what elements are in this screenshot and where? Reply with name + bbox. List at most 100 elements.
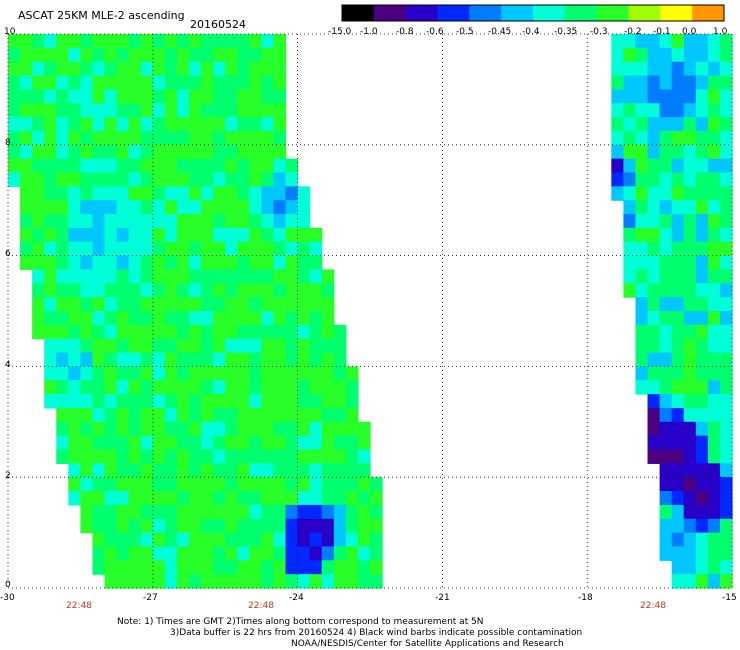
heatmap-cell bbox=[189, 560, 202, 575]
heatmap-cell bbox=[20, 214, 33, 229]
heatmap-cell bbox=[671, 117, 685, 132]
heatmap-cell bbox=[309, 366, 323, 381]
heatmap-cell bbox=[201, 186, 214, 201]
heatmap-cell bbox=[92, 394, 106, 409]
heatmap-cell bbox=[623, 186, 637, 201]
heatmap-cell bbox=[201, 394, 214, 409]
heatmap-cell bbox=[695, 463, 709, 478]
heatmap-cell bbox=[647, 407, 661, 423]
heatmap-cell bbox=[683, 532, 697, 548]
heatmap-cell bbox=[176, 144, 190, 160]
heatmap-cell bbox=[152, 394, 166, 409]
heatmap-cell bbox=[273, 366, 287, 381]
heatmap-cell bbox=[44, 61, 57, 77]
heatmap-cell bbox=[56, 34, 69, 49]
heatmap-cell bbox=[345, 463, 359, 478]
heatmap-cell bbox=[297, 311, 311, 326]
heatmap-cell bbox=[164, 269, 178, 284]
heatmap-cell bbox=[695, 504, 709, 520]
heatmap-cell bbox=[201, 338, 214, 354]
heatmap-cell bbox=[719, 144, 733, 160]
heatmap-cell bbox=[671, 75, 685, 90]
heatmap-cell bbox=[80, 283, 94, 298]
heatmap-cell bbox=[56, 283, 69, 298]
heatmap-cell bbox=[671, 477, 685, 492]
heatmap-cell bbox=[285, 532, 299, 548]
heatmap-cell bbox=[611, 47, 624, 63]
heatmap-cell bbox=[104, 89, 118, 104]
heatmap-cell bbox=[321, 380, 335, 395]
heatmap-cell bbox=[297, 255, 311, 271]
heatmap-cell bbox=[140, 311, 154, 326]
heatmap-cell bbox=[273, 255, 287, 271]
heatmap-cell bbox=[261, 186, 275, 201]
heatmap-cell bbox=[695, 227, 709, 243]
heatmap-cell bbox=[104, 407, 118, 423]
heatmap-cell bbox=[68, 61, 81, 77]
heatmap-cell bbox=[116, 449, 130, 464]
heatmap-cell bbox=[104, 117, 118, 132]
heatmap-cell bbox=[116, 491, 130, 506]
heatmap-cell bbox=[213, 463, 226, 478]
heatmap-cell bbox=[237, 61, 250, 77]
heatmap-cell bbox=[273, 338, 287, 354]
heatmap-cell bbox=[128, 352, 142, 367]
heatmap-cell bbox=[176, 546, 190, 561]
heatmap-cell bbox=[261, 324, 275, 340]
heatmap-cell bbox=[297, 186, 311, 201]
heatmap-cell bbox=[176, 297, 190, 312]
heatmap-cell bbox=[249, 504, 262, 520]
heatmap-cell bbox=[707, 574, 721, 589]
heatmap-cell bbox=[56, 89, 69, 104]
heatmap-cell bbox=[357, 463, 371, 478]
colorbar-label: -0.4 bbox=[522, 27, 540, 37]
heatmap-cell bbox=[357, 546, 371, 561]
heatmap-cell bbox=[176, 394, 190, 409]
heatmap-cell bbox=[128, 89, 142, 104]
heatmap-cell bbox=[321, 435, 335, 451]
heatmap-cell bbox=[80, 477, 94, 492]
heatmap-cell bbox=[611, 144, 624, 160]
heatmap-cell bbox=[56, 435, 69, 451]
heatmap-cell bbox=[213, 366, 226, 381]
heatmap-cell bbox=[189, 532, 202, 548]
heatmap-cell bbox=[285, 338, 299, 354]
heatmap-cell bbox=[32, 61, 45, 77]
heatmap-cell bbox=[671, 574, 685, 589]
heatmap-cell bbox=[707, 435, 721, 451]
heatmap-cell bbox=[309, 435, 323, 451]
heatmap-cell bbox=[164, 103, 178, 118]
heatmap-cell bbox=[44, 75, 57, 90]
heatmap-cell bbox=[659, 255, 673, 271]
heatmap-cell bbox=[321, 269, 335, 284]
heatmap-cell bbox=[659, 380, 673, 395]
colorbar-segment bbox=[342, 5, 375, 21]
heatmap-cell bbox=[647, 47, 661, 63]
heatmap-cell bbox=[683, 255, 697, 271]
heatmap-cell bbox=[623, 75, 637, 90]
heatmap-cell bbox=[671, 518, 685, 534]
heatmap-cell bbox=[92, 34, 106, 49]
heatmap-cell bbox=[189, 463, 202, 478]
heatmap-cell bbox=[225, 421, 238, 437]
heatmap-cell bbox=[333, 435, 347, 451]
heatmap-cell bbox=[201, 574, 214, 589]
heatmap-cell bbox=[333, 394, 347, 409]
heatmap-cell bbox=[370, 477, 383, 492]
heatmap-cell bbox=[309, 449, 323, 464]
heatmap-cell bbox=[659, 117, 673, 132]
heatmap-cell bbox=[128, 366, 142, 381]
heatmap-cell bbox=[176, 255, 190, 271]
heatmap-cell bbox=[152, 311, 166, 326]
heatmap-cell bbox=[261, 241, 275, 257]
heatmap-cell bbox=[201, 504, 214, 520]
heatmap-cell bbox=[225, 283, 238, 298]
heatmap-cell bbox=[635, 200, 649, 215]
heatmap-cell bbox=[659, 214, 673, 229]
heatmap-cell bbox=[237, 546, 250, 561]
heatmap-cell bbox=[309, 574, 323, 589]
heatmap-cell bbox=[56, 200, 69, 215]
heatmap-cell bbox=[659, 435, 673, 451]
heatmap-cell bbox=[671, 352, 685, 367]
heatmap-cell bbox=[683, 117, 697, 132]
